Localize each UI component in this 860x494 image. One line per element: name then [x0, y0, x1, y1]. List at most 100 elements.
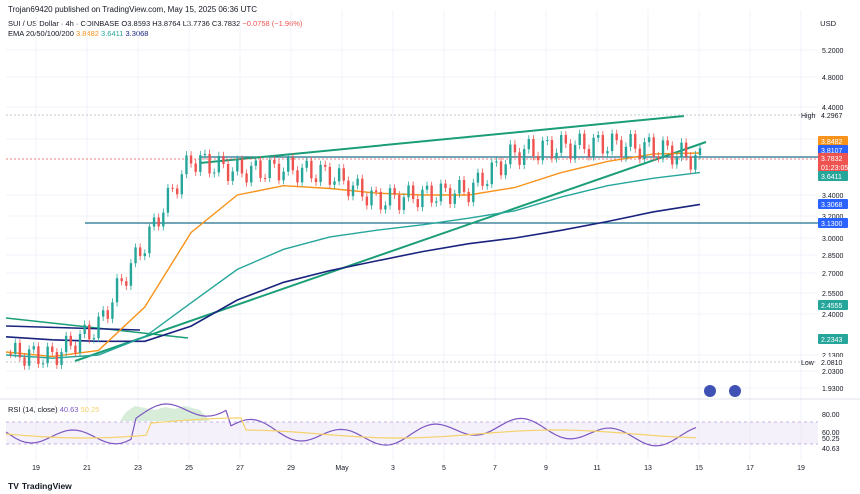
x-tick-label: 15 — [695, 465, 703, 472]
candle-body — [402, 197, 406, 210]
candle-body — [296, 170, 299, 183]
candle-body — [268, 159, 271, 179]
y-tick-label: 3.0000 — [822, 236, 844, 243]
candle-body — [458, 180, 461, 194]
price-tag-value: 3.8107 — [821, 148, 843, 155]
candle-body — [490, 162, 493, 185]
candle-body — [32, 346, 35, 350]
y-tick-label: 5.2000 — [822, 48, 844, 55]
price-tag-value: 3.3068 — [821, 202, 843, 209]
candle-body — [14, 342, 17, 354]
candle-body — [680, 142, 683, 157]
candles-group — [9, 129, 702, 370]
candle-body — [689, 156, 692, 170]
price-tag-box — [818, 145, 848, 155]
rsi-label: RSI (14, close) — [8, 405, 58, 414]
price-tag-box — [818, 334, 848, 344]
candle-body — [569, 143, 572, 159]
candle-body — [504, 164, 507, 176]
rsi-tick-label: 50.25 — [822, 436, 840, 443]
candle-body — [166, 187, 170, 213]
candle-body — [314, 178, 318, 183]
rsi-ma-line — [5, 417, 697, 439]
candle-body — [495, 161, 498, 163]
candle-body — [88, 324, 91, 340]
candle-body — [421, 189, 424, 208]
price-tag-box — [818, 162, 848, 172]
candle-body — [83, 324, 86, 335]
candle-body — [462, 180, 466, 192]
price-tag-label: High — [801, 113, 816, 120]
candle-body — [208, 153, 211, 174]
candle-body — [407, 185, 410, 198]
currency-label[interactable]: USD — [820, 19, 836, 28]
x-tick-label: 25 — [185, 465, 193, 472]
x-tick-label: 5 — [442, 465, 446, 472]
candle-body — [138, 247, 142, 257]
close-value: C3.7832 — [211, 19, 241, 28]
price-tag-value: 2.0810 — [821, 360, 843, 367]
candle-body — [518, 152, 521, 165]
candle-body — [18, 342, 22, 358]
candle-body — [425, 185, 429, 190]
candle-body — [643, 142, 646, 160]
candle-body — [587, 149, 591, 157]
rsi-tick-label: 40.63 — [822, 446, 840, 453]
candle-body — [180, 174, 184, 195]
price-tag-box — [818, 110, 848, 120]
candle-body — [448, 188, 452, 204]
candle-body — [111, 302, 114, 319]
x-tick-label: 19 — [797, 465, 805, 472]
candle-body — [273, 159, 276, 164]
candle-body — [564, 135, 568, 144]
candle-body — [527, 139, 531, 150]
candle-body — [610, 133, 614, 152]
candle-body — [120, 278, 123, 282]
candle-body — [55, 352, 59, 365]
price-tag-value: 3.6411 — [821, 174, 842, 181]
price-tag-value: 2.2343 — [821, 337, 843, 344]
candle-body — [347, 180, 350, 197]
candle-body — [162, 212, 165, 227]
candle-body — [476, 172, 480, 183]
price-tag-box — [818, 199, 848, 209]
candle-body — [578, 133, 581, 145]
candle-body — [536, 156, 540, 161]
x-tick-label: 7 — [493, 465, 497, 472]
candle-body — [106, 310, 109, 319]
candle-body — [152, 217, 156, 227]
symbol-legend[interactable]: SUI / US Dollar · 4h · COINBASE O3.8593 … — [8, 19, 302, 28]
candle-body — [509, 144, 512, 165]
candle-body — [522, 149, 526, 165]
symbol-title: SUI / US Dollar · 4h · COINBASE — [8, 19, 120, 28]
candle-body — [541, 140, 544, 161]
candle-body — [9, 353, 12, 355]
ema200-value: 3.3068 — [125, 29, 149, 38]
candle-body — [671, 145, 674, 165]
price-tag-box — [818, 136, 848, 146]
candle-body — [175, 188, 179, 195]
candle-body — [254, 160, 258, 166]
candle-body — [282, 171, 285, 181]
candle-body — [592, 137, 595, 157]
candle-body — [64, 335, 68, 353]
candle-body — [620, 140, 623, 158]
candle-body — [171, 187, 174, 189]
candle-body — [74, 345, 77, 353]
price-tag-value: 3.8482 — [821, 139, 843, 146]
candle-body — [606, 151, 609, 154]
ema200-line — [5, 203, 701, 343]
candle-body — [351, 185, 355, 197]
candle-body — [328, 166, 332, 185]
candle-body — [287, 157, 290, 172]
rsi-legend[interactable]: RSI (14, close) 40.63 50.25 — [8, 405, 99, 414]
candle-body — [263, 177, 267, 179]
candle-body — [388, 188, 392, 206]
x-tick-label: 27 — [236, 465, 244, 472]
y-tick-label: 3.2000 — [822, 214, 844, 221]
brand-footer[interactable]: TV TradingView — [8, 481, 72, 491]
x-tick-label: 29 — [287, 465, 295, 472]
